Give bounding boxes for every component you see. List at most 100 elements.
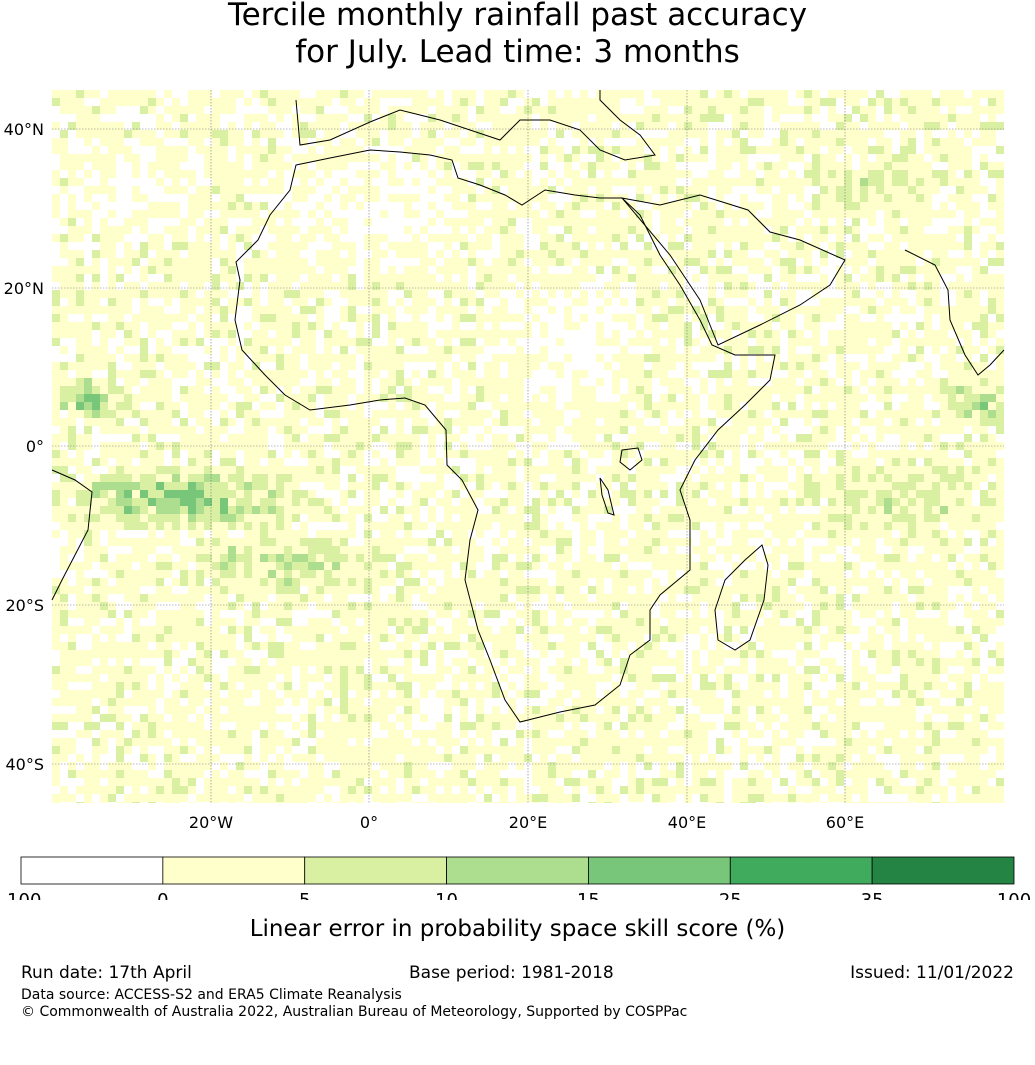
skill-cell	[404, 506, 412, 514]
skill-cell	[148, 258, 156, 266]
skill-cell	[92, 402, 100, 410]
skill-cell	[276, 546, 284, 554]
skill-cell	[908, 170, 916, 178]
skill-cell	[796, 370, 804, 378]
skill-cell	[788, 210, 796, 218]
skill-cell	[620, 122, 628, 130]
skill-cell	[556, 218, 564, 226]
skill-cell	[500, 242, 508, 250]
skill-cell	[860, 306, 868, 314]
skill-cell	[908, 466, 916, 474]
skill-cell	[732, 426, 740, 434]
skill-cell	[108, 514, 116, 522]
skill-cell	[436, 546, 444, 554]
skill-cell	[748, 450, 756, 458]
skill-cell	[652, 338, 660, 346]
skill-cell	[740, 250, 748, 258]
skill-cell	[588, 106, 596, 114]
skill-cell	[308, 146, 316, 154]
skill-cell	[460, 474, 468, 482]
skill-cell	[460, 370, 468, 378]
skill-cell	[948, 402, 956, 410]
skill-cell	[204, 290, 212, 298]
skill-cell	[188, 194, 196, 202]
skill-cell	[244, 506, 252, 514]
skill-cell	[500, 98, 508, 106]
skill-cell	[964, 250, 972, 258]
skill-cell	[860, 554, 868, 562]
skill-cell	[924, 426, 932, 434]
skill-cell	[652, 354, 660, 362]
skill-cell	[812, 426, 820, 434]
skill-cell	[460, 258, 468, 266]
skill-cell	[420, 306, 428, 314]
skill-cell	[940, 266, 948, 274]
skill-cell	[596, 114, 604, 122]
skill-cell	[932, 386, 940, 394]
skill-cell	[820, 138, 828, 146]
skill-cell	[964, 370, 972, 378]
skill-cell	[644, 178, 652, 186]
skill-cell	[764, 314, 772, 322]
skill-cell	[340, 514, 348, 522]
skill-cell	[740, 306, 748, 314]
skill-cell	[276, 338, 284, 346]
skill-cell	[164, 442, 172, 450]
skill-cell	[868, 482, 876, 490]
skill-cell	[764, 394, 772, 402]
skill-cell	[364, 114, 372, 122]
skill-cell	[588, 274, 596, 282]
skill-cell	[364, 434, 372, 442]
skill-cell	[412, 418, 420, 426]
skill-cell	[636, 210, 644, 218]
skill-cell	[996, 490, 1004, 498]
skill-cell	[860, 394, 868, 402]
skill-cell	[724, 106, 732, 114]
skill-cell	[916, 250, 924, 258]
skill-cell	[908, 202, 916, 210]
skill-cell	[836, 250, 844, 258]
skill-cell	[676, 402, 684, 410]
skill-cell	[452, 362, 460, 370]
skill-cell	[916, 402, 924, 410]
skill-cell	[564, 242, 572, 250]
skill-cell	[252, 378, 260, 386]
skill-cell	[596, 338, 604, 346]
skill-cell	[436, 474, 444, 482]
skill-cell	[196, 450, 204, 458]
skill-cell	[124, 130, 132, 138]
skill-cell	[500, 250, 508, 258]
skill-cell	[132, 434, 140, 442]
skill-cell	[508, 138, 516, 146]
skill-cell	[620, 458, 628, 466]
skill-cell	[260, 330, 268, 338]
skill-cell	[252, 466, 260, 474]
skill-cell	[84, 538, 92, 546]
skill-cell	[316, 322, 324, 330]
skill-cell	[588, 178, 596, 186]
skill-cell	[164, 410, 172, 418]
skill-cell	[460, 354, 468, 362]
skill-cell	[988, 554, 996, 562]
skill-cell	[764, 170, 772, 178]
skill-cell	[148, 322, 156, 330]
skill-cell	[204, 514, 212, 522]
skill-cell	[196, 114, 204, 122]
skill-cell	[924, 410, 932, 418]
skill-cell	[548, 146, 556, 154]
skill-cell	[980, 514, 988, 522]
skill-cell	[148, 490, 156, 498]
skill-cell	[996, 242, 1004, 250]
skill-cell	[844, 346, 852, 354]
skill-cell	[788, 138, 796, 146]
skill-cell	[404, 434, 412, 442]
skill-cell	[644, 242, 652, 250]
skill-cell	[500, 522, 508, 530]
skill-cell	[948, 314, 956, 322]
skill-cell	[572, 186, 580, 194]
skill-cell	[836, 178, 844, 186]
skill-cell	[716, 186, 724, 194]
skill-cell	[220, 410, 228, 418]
skill-cell	[228, 250, 236, 258]
skill-cell	[340, 306, 348, 314]
